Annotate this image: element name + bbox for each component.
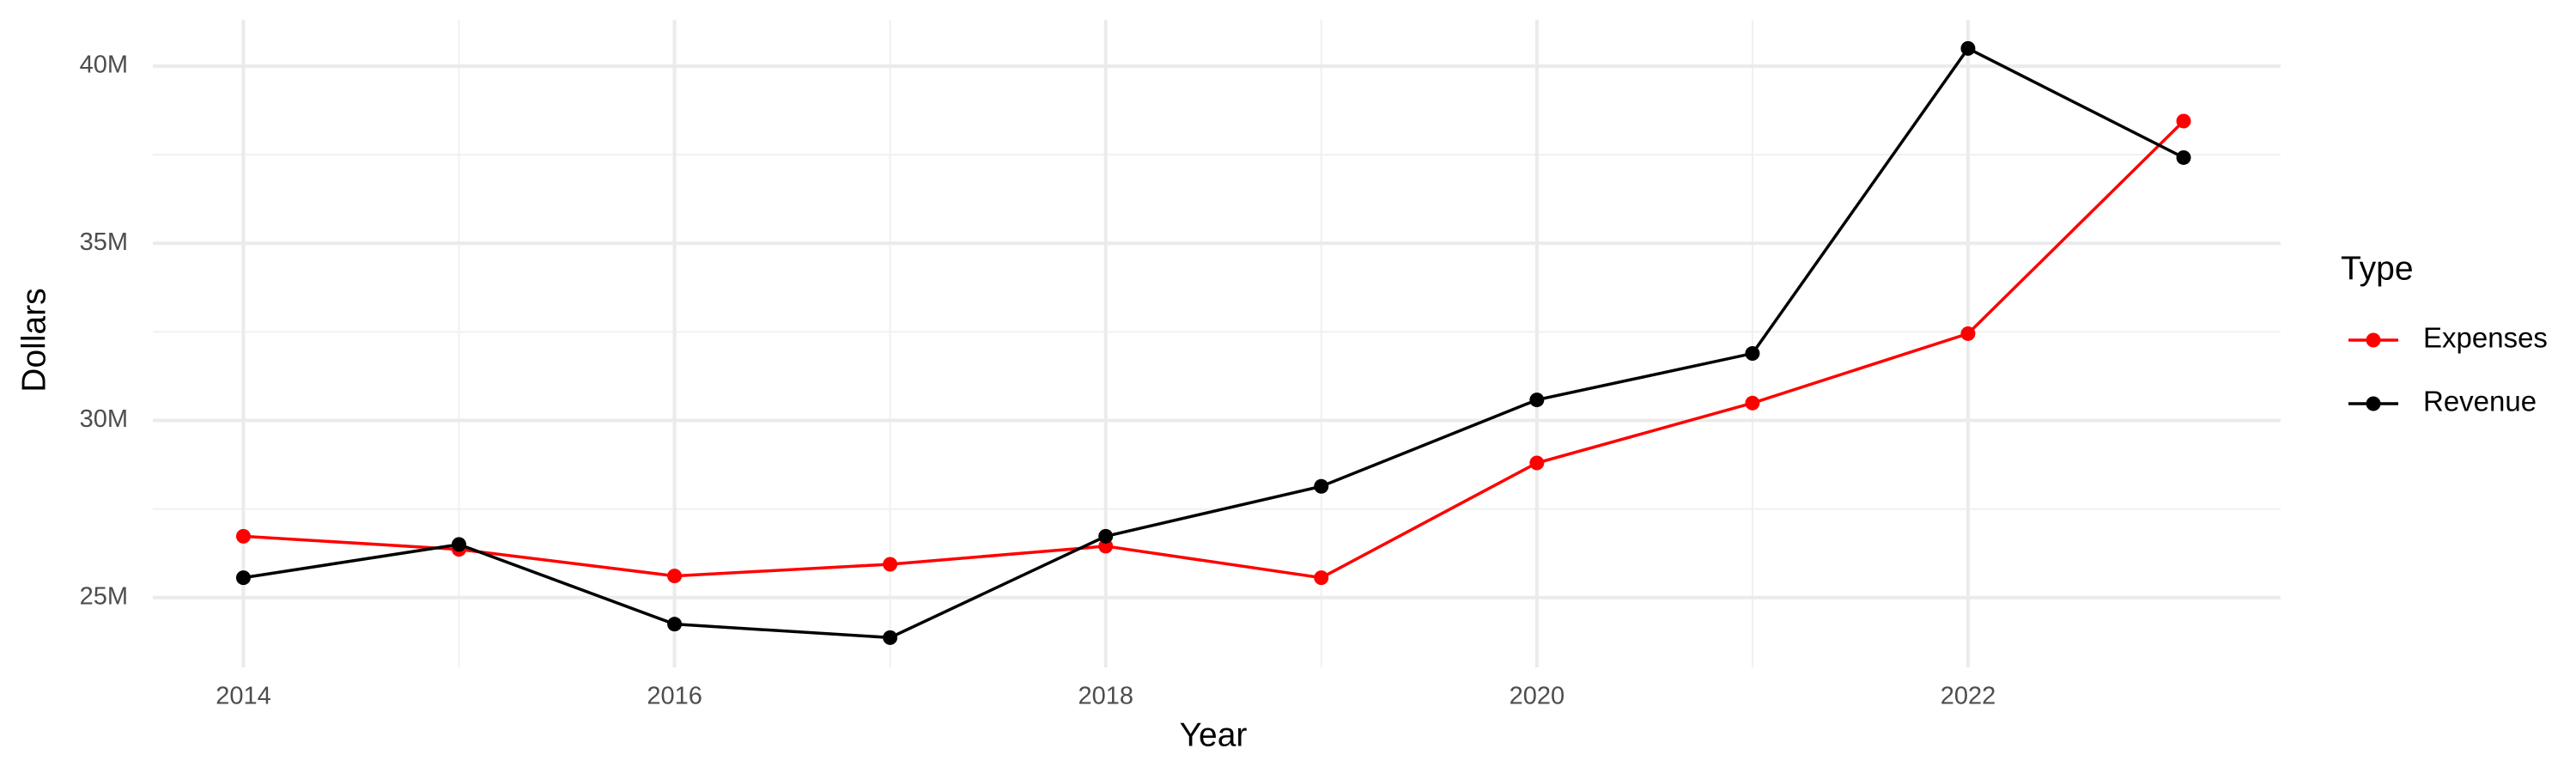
legend-label: Expenses (2423, 322, 2548, 354)
legend-title: Type (2341, 250, 2414, 287)
y-tick-label: 30M (80, 405, 128, 433)
data-point (1745, 346, 1760, 362)
data-point (667, 617, 683, 632)
data-point (667, 569, 683, 584)
data-point (1529, 393, 1545, 408)
series-line (243, 46, 2184, 640)
data-point (2176, 149, 2191, 165)
y-tick-label: 40M (80, 52, 128, 79)
series-line (243, 119, 2185, 580)
data-point (1960, 326, 1976, 341)
data-point (1529, 455, 1545, 471)
data-point (452, 537, 467, 552)
data-point (883, 557, 898, 572)
x-axis-title: Year (1180, 716, 1248, 753)
legend-label: Revenue (2423, 386, 2537, 417)
y-axis-title: Dollars (15, 288, 52, 392)
data-point (1745, 395, 1760, 411)
data-point (235, 570, 251, 586)
x-tick-label: 2014 (216, 683, 271, 710)
data-point (883, 630, 898, 645)
legend-marker (2366, 332, 2381, 348)
y-tick-label: 25M (80, 582, 128, 610)
x-tick-label: 2018 (1078, 683, 1133, 710)
data-point (2176, 113, 2191, 129)
x-tick-label: 2022 (1941, 683, 1996, 710)
data-point (1098, 528, 1114, 544)
y-tick-label: 35M (80, 228, 128, 256)
x-tick-label: 2020 (1510, 683, 1565, 710)
data-point (1960, 40, 1976, 56)
data-point (1314, 478, 1329, 494)
data-point (1314, 570, 1329, 586)
x-tick-label: 2016 (647, 683, 702, 710)
data-point (235, 528, 251, 544)
legend-marker (2366, 396, 2381, 411)
